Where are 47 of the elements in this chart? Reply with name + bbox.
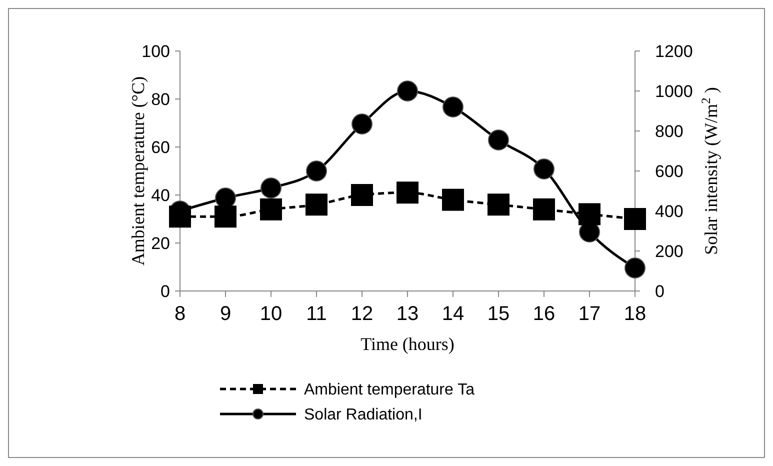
point xyxy=(306,194,328,216)
x-tick-label: 9 xyxy=(220,303,232,325)
legend-label: Solar Radiation,I xyxy=(304,406,422,424)
x-tick-label: 17 xyxy=(578,303,601,325)
y2-tick-label: 200 xyxy=(655,242,684,261)
point xyxy=(488,194,510,216)
point xyxy=(578,203,600,226)
x-tick-label: 13 xyxy=(396,303,419,325)
y2-tick-label: 600 xyxy=(655,162,684,181)
point xyxy=(533,198,555,220)
point xyxy=(534,158,554,180)
x-tick-label: 10 xyxy=(260,303,282,325)
x-tick-label: 11 xyxy=(306,303,327,325)
y2-tick-label: 400 xyxy=(655,202,684,221)
point xyxy=(351,184,373,206)
y-tick-label: 0 xyxy=(160,282,170,301)
point xyxy=(396,182,418,204)
legend-label: Ambient temperature Ta xyxy=(304,382,475,399)
point xyxy=(488,130,509,150)
point xyxy=(260,178,282,198)
point xyxy=(306,160,327,182)
y-tick-label: 40 xyxy=(151,186,170,205)
x-tick-label: 15 xyxy=(487,303,510,325)
y2-tick-label: 1000 xyxy=(655,82,693,101)
y-tick-label: 100 xyxy=(142,42,170,61)
x-axis-title: Time (hours) xyxy=(360,334,454,354)
y2-tick-label: 800 xyxy=(655,122,684,141)
point xyxy=(624,208,646,230)
point xyxy=(352,114,372,134)
point xyxy=(442,188,464,211)
x-tick-label: 12 xyxy=(350,303,374,325)
x-tick-label: 16 xyxy=(532,303,556,325)
y2-tick-label: 0 xyxy=(655,282,664,301)
point xyxy=(260,198,282,220)
x-tick-label: 18 xyxy=(624,303,646,325)
point xyxy=(624,258,646,278)
x-tick-label: 8 xyxy=(174,303,186,325)
x-tick-label: 14 xyxy=(442,303,464,325)
point xyxy=(214,206,236,228)
point xyxy=(397,80,418,102)
point xyxy=(169,206,191,228)
point xyxy=(442,96,464,118)
y-axis-title: Ambient temperature (°C) xyxy=(128,76,148,266)
y-tick-label: 60 xyxy=(151,138,170,157)
y-tick-label: 80 xyxy=(151,90,170,109)
y-tick-label: 20 xyxy=(151,234,170,253)
y2-tick-label: 1200 xyxy=(655,42,693,61)
